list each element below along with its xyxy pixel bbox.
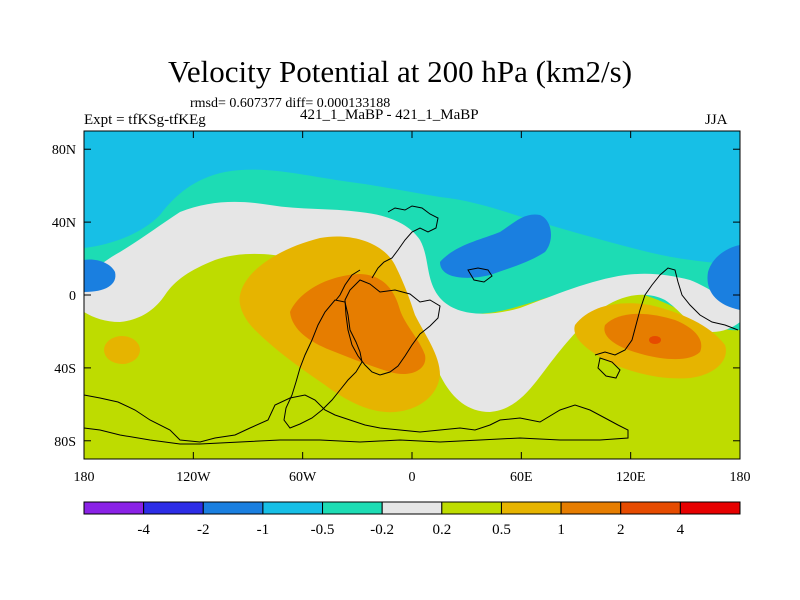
- colorbar-swatch: [202, 501, 264, 515]
- stats-label: rmsd= 0.607377 diff= 0.000133188: [190, 96, 391, 111]
- coastline-south-america: [283, 299, 363, 429]
- colorbar-label: -4: [137, 522, 150, 538]
- x-tick-label: 180: [74, 470, 95, 485]
- x-tick-label: 120W: [176, 470, 211, 485]
- coastline-asia: [467, 267, 493, 283]
- axes: 180 120W 60W 0 60E 120E 180 80N 40N 0 40S 80S: [52, 131, 751, 485]
- coastline-australia: [597, 357, 621, 379]
- y-tick-label: 80S: [54, 435, 76, 450]
- center-label: 421_1_MaBP - 421_1_MaBP: [300, 107, 479, 123]
- x-tick-label: 120E: [616, 470, 646, 485]
- coastline-europe: [371, 205, 439, 279]
- colorbar-swatch: [322, 501, 383, 515]
- colorbar-label: -0.2: [370, 522, 394, 538]
- colorbar-label: -0.5: [311, 522, 335, 538]
- coastline-africa: [344, 279, 441, 376]
- coastline-india: [594, 267, 739, 356]
- colorbar-swatch: [83, 501, 145, 515]
- y-tick-label: 0: [69, 289, 76, 304]
- colorbar-swatch: [500, 501, 562, 515]
- y-tick-label: 40S: [54, 362, 76, 377]
- y-tick-label: 40N: [52, 216, 76, 231]
- colorbar-swatch: [620, 501, 681, 515]
- colorbar-label: 0.2: [432, 522, 451, 538]
- pacific-min-east: [707, 245, 740, 310]
- colorbar-swatch: [560, 501, 622, 515]
- colorbar-label: 0.5: [492, 522, 511, 538]
- colorbar-swatch: [381, 501, 443, 515]
- x-tick-label: 60W: [289, 470, 317, 485]
- asian-min: [440, 214, 552, 278]
- colorbar-swatch: [143, 501, 204, 515]
- colorbar: -4 -2 -1 -0.5 -0.2 0.2 0.5 1 2 4: [83, 501, 741, 538]
- colorbar-label: -2: [197, 522, 210, 538]
- coastlines: [84, 205, 739, 445]
- season-label: JJA: [705, 112, 728, 128]
- x-tick-label: 60E: [510, 470, 533, 485]
- colorbar-label: 2: [617, 522, 625, 538]
- indian-ocean-spot: [649, 336, 661, 344]
- chart-title: Velocity Potential at 200 hPa (km2/s): [167, 54, 633, 89]
- pacific-min-west: [84, 259, 116, 292]
- colorbar-label: 4: [677, 522, 685, 538]
- colorbar-label: 1: [557, 522, 565, 538]
- atlantic-max-core: [290, 274, 426, 375]
- x-tick-label: 0: [409, 470, 416, 485]
- pacific-small-max: [104, 336, 140, 364]
- colorbar-swatch: [679, 501, 741, 515]
- colorbar-swatch: [441, 501, 502, 515]
- experiment-label: Expt = tfKSg-tfKEg: [84, 112, 206, 128]
- x-tick-label: 180: [730, 470, 751, 485]
- colorbar-label: -1: [257, 522, 270, 538]
- coastline-antarctica: [84, 394, 629, 445]
- colorbar-swatch: [262, 501, 324, 515]
- y-tick-label: 80N: [52, 143, 76, 158]
- coastline-north-america: [335, 269, 361, 301]
